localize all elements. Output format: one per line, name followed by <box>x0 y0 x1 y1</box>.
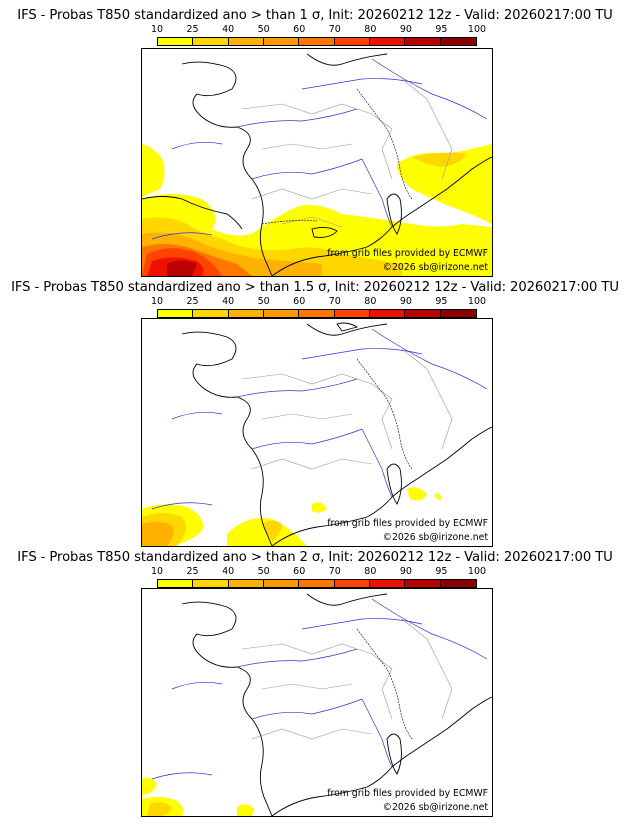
legend-swatch <box>228 580 264 587</box>
legend-tick-label: 90 <box>399 566 412 577</box>
coastlines <box>181 593 492 816</box>
legend-tick-label: 70 <box>328 24 341 35</box>
legend-swatch <box>334 580 370 587</box>
legend-tick-label: 50 <box>257 24 270 35</box>
data-source-credit: from grib files provided by ECMWF <box>327 518 488 529</box>
legend-tick-label: 10 <box>150 296 164 307</box>
legend-tick-label: 25 <box>186 566 199 577</box>
rivers <box>151 328 488 510</box>
coastlines <box>181 322 492 546</box>
legend-tick-label: 80 <box>364 296 377 307</box>
legend-tick-label: 100 <box>467 296 487 307</box>
probability-shading <box>142 144 492 276</box>
legend-bar <box>157 37 477 46</box>
legend-swatch <box>369 580 406 587</box>
legend-tick-label: 90 <box>399 24 412 35</box>
legend-tick-label: 60 <box>293 296 306 307</box>
legend-swatch <box>158 38 194 45</box>
country-borders <box>356 358 413 470</box>
probability-map: from grib files provided by ECMWF ©2026 … <box>141 48 493 277</box>
color-legend: 10 25 40 50 60 70 80 90 95 100 <box>151 24 486 54</box>
legend-tick-label: 10 <box>150 566 164 577</box>
legend-tick-label: 70 <box>328 296 341 307</box>
legend-labels: 10 25 40 50 60 70 80 90 95 100 <box>151 296 486 308</box>
legend-swatch <box>405 580 441 587</box>
legend-swatch <box>299 310 335 317</box>
legend-tick-label: 10 <box>150 24 164 35</box>
data-source-credit: from grib files provided by ECMWF <box>327 248 488 259</box>
legend-labels: 10 25 40 50 60 70 80 90 95 100 <box>151 24 486 36</box>
color-legend: 10 25 40 50 60 70 80 90 95 100 <box>151 566 486 596</box>
legend-tick-label: 90 <box>399 296 412 307</box>
legend-swatch <box>263 38 300 45</box>
probability-map: from grib files provided by ECMWF ©2026 … <box>141 318 493 547</box>
legend-swatch <box>440 310 476 317</box>
map-graphic <box>142 322 492 546</box>
panel-title: IFS - Probas T850 standardized ano > tha… <box>17 550 613 565</box>
legend-swatch <box>263 310 300 317</box>
legend-swatch <box>334 310 370 317</box>
map-panel-2: IFS - Probas T850 standardized ano > tha… <box>0 270 630 547</box>
panel-title: IFS - Probas T850 standardized ano > tha… <box>17 8 613 23</box>
map-panel-1: IFS - Probas T850 standardized ano > tha… <box>0 0 630 277</box>
coastlines <box>142 53 492 276</box>
rivers <box>151 598 488 780</box>
legend-tick-label: 95 <box>435 566 448 577</box>
legend-swatch <box>299 580 335 587</box>
legend-swatch <box>299 38 335 45</box>
borders <box>241 78 453 228</box>
legend-labels: 10 25 40 50 60 70 80 90 95 100 <box>151 566 486 578</box>
probability-shading <box>142 777 254 816</box>
probability-shading <box>142 487 442 546</box>
legend-swatch <box>369 38 406 45</box>
legend-swatch <box>193 310 229 317</box>
legend-tick-label: 25 <box>186 296 199 307</box>
map-graphic <box>142 593 492 816</box>
legend-swatch <box>440 38 476 45</box>
legend-swatch <box>228 310 264 317</box>
map-panel-3: IFS - Probas T850 standardized ano > tha… <box>0 540 630 817</box>
copyright-credit: ©2026 sb@irizone.net <box>382 262 488 273</box>
legend-tick-label: 70 <box>328 566 341 577</box>
legend-swatch <box>334 38 370 45</box>
data-source-credit: from grib files provided by ECMWF <box>327 788 488 799</box>
legend-tick-label: 40 <box>222 24 235 35</box>
borders <box>241 618 453 740</box>
legend-tick-label: 40 <box>222 566 235 577</box>
legend-swatch <box>369 310 406 317</box>
legend-tick-label: 60 <box>293 566 306 577</box>
legend-tick-label: 60 <box>293 24 306 35</box>
legend-swatch <box>405 310 441 317</box>
legend-tick-label: 100 <box>467 566 487 577</box>
legend-tick-label: 80 <box>364 566 377 577</box>
color-legend: 10 25 40 50 60 70 80 90 95 100 <box>151 296 486 326</box>
legend-swatch <box>158 580 194 587</box>
country-borders <box>356 628 413 740</box>
legend-bar <box>157 309 477 318</box>
panel-title: IFS - Probas T850 standardized ano > tha… <box>11 280 619 295</box>
legend-tick-label: 95 <box>435 24 448 35</box>
legend-swatch <box>440 580 476 587</box>
borders <box>241 348 453 470</box>
legend-tick-label: 40 <box>222 296 235 307</box>
map-graphic <box>142 53 492 276</box>
probability-map: from grib files provided by ECMWF ©2026 … <box>141 588 493 817</box>
legend-tick-label: 95 <box>435 296 448 307</box>
legend-tick-label: 25 <box>186 24 199 35</box>
copyright-credit: ©2026 sb@irizone.net <box>382 532 488 543</box>
legend-bar <box>157 579 477 588</box>
legend-swatch <box>263 580 300 587</box>
copyright-credit: ©2026 sb@irizone.net <box>382 802 488 813</box>
legend-tick-label: 80 <box>364 24 377 35</box>
country-borders <box>261 88 413 225</box>
legend-swatch <box>158 310 194 317</box>
legend-swatch <box>405 38 441 45</box>
legend-tick-label: 100 <box>467 24 487 35</box>
legend-tick-label: 50 <box>257 296 270 307</box>
legend-swatch <box>193 38 229 45</box>
legend-swatch <box>228 38 264 45</box>
legend-swatch <box>193 580 229 587</box>
legend-tick-label: 50 <box>257 566 270 577</box>
